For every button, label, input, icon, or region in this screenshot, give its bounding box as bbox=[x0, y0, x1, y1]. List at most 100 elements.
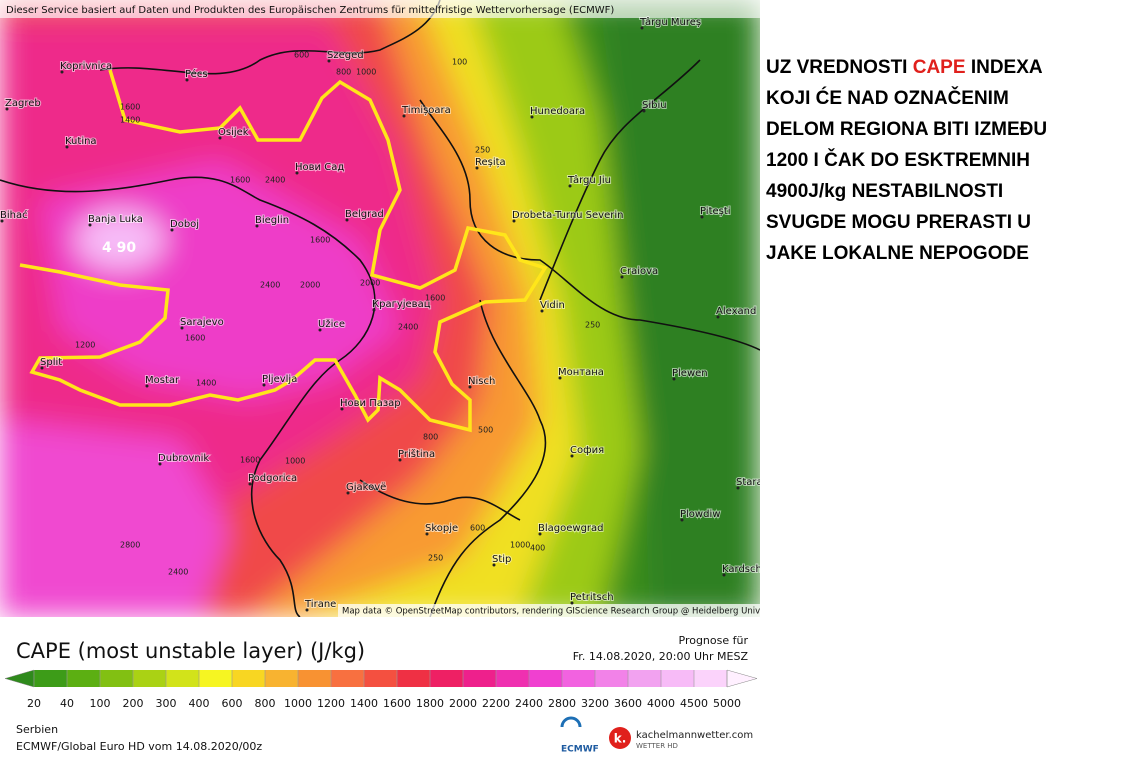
colorbar-tick-label: 4500 bbox=[680, 697, 708, 710]
contour-label: 1000 bbox=[510, 541, 530, 550]
city-label: Mostar bbox=[145, 375, 180, 386]
city-dot bbox=[736, 486, 740, 490]
city-label: Stip bbox=[492, 554, 511, 565]
notice-band bbox=[0, 0, 760, 18]
colorbar-segment bbox=[496, 670, 529, 687]
borders bbox=[0, 0, 760, 617]
city-label: Kutina bbox=[65, 136, 97, 147]
city-label: Kardsch bbox=[722, 564, 760, 575]
model-run: ECMWF/Global Euro HD vom 14.08.2020/00z bbox=[16, 740, 262, 753]
contour-label: 100 bbox=[452, 58, 467, 67]
contour-label: 250 bbox=[428, 554, 443, 563]
city-dot bbox=[538, 532, 542, 536]
contour-label: 1600 bbox=[230, 176, 250, 185]
annotation-line: JAKE LOKALNE NEPOGODE bbox=[766, 243, 1029, 264]
legend: CAPE (most unstable layer) (J/kg) Progno… bbox=[4, 634, 758, 755]
colorbar-segment bbox=[529, 670, 562, 687]
colorbar-segment bbox=[562, 670, 595, 687]
contour-label: 1600 bbox=[240, 456, 260, 465]
attribution-band bbox=[338, 604, 760, 617]
legend-title: CAPE (most unstable layer) (J/kg) bbox=[16, 639, 365, 663]
city-label: Koprivnica bbox=[60, 61, 112, 72]
attribution: Map data © OpenStreetMap contributors, r… bbox=[342, 607, 760, 617]
ecmwf-logo bbox=[560, 716, 582, 728]
city-label: Split bbox=[40, 357, 62, 368]
colorbar-segment bbox=[331, 670, 364, 687]
city-dot bbox=[620, 275, 624, 279]
colorbar-segment bbox=[265, 670, 298, 687]
city-label: Osijek bbox=[218, 127, 249, 138]
city-label: София bbox=[570, 445, 604, 456]
region: Serbien bbox=[16, 723, 58, 736]
city-dot bbox=[185, 78, 189, 82]
contour-label: 800 bbox=[423, 433, 438, 442]
city-label: Zagreb bbox=[5, 98, 41, 109]
colorbar-segment bbox=[694, 670, 727, 687]
city-dot bbox=[346, 491, 350, 495]
city-dot bbox=[262, 383, 266, 387]
city-label: Bihać bbox=[0, 209, 28, 221]
city-label: Hunedoara bbox=[530, 106, 585, 117]
annotation-line: UZ VREDNOSTI CAPE INDEXA bbox=[766, 52, 1047, 83]
city-label: Szeged bbox=[327, 50, 364, 61]
city-label: Drobeta-Turnu Severin bbox=[512, 210, 623, 221]
city-label: Skopje bbox=[425, 523, 458, 534]
colorbar-tick-label: 40 bbox=[60, 697, 74, 710]
contour-label: 2400 bbox=[398, 323, 418, 332]
contour-label: 2400 bbox=[260, 281, 280, 290]
contour-label: 2000 bbox=[300, 281, 320, 290]
city-dot bbox=[145, 384, 149, 388]
kachelmann-logo bbox=[609, 727, 631, 749]
colorbar-tick-label: 2200 bbox=[482, 697, 510, 710]
colorbar-tick-label: 2800 bbox=[548, 697, 576, 710]
colorbar-tick-label: 1000 bbox=[284, 697, 312, 710]
contour-label: 1000 bbox=[356, 68, 376, 77]
city-dot bbox=[558, 376, 562, 380]
city-dot bbox=[60, 70, 64, 74]
city-dot bbox=[568, 184, 572, 188]
forecast-label: Prognose für bbox=[679, 634, 749, 647]
colorbar-segment bbox=[430, 670, 463, 687]
highlighted-region bbox=[19, 69, 548, 433]
city-dot bbox=[372, 308, 376, 312]
city-dot bbox=[248, 482, 252, 486]
contour-label: 600 bbox=[294, 51, 309, 60]
city-label: Gjakovë bbox=[346, 482, 386, 493]
colorbar-tick-label: 300 bbox=[156, 697, 177, 710]
colorbar-tick-label: 800 bbox=[255, 697, 276, 710]
annotation-highlight: CAPE bbox=[912, 57, 966, 78]
city-label: Vidin bbox=[540, 300, 565, 311]
city-label: Craiova bbox=[620, 266, 658, 277]
city-label: Plewen bbox=[672, 368, 708, 379]
annotation-line: DELOM REGIONA BITI IZMEĐU bbox=[766, 119, 1048, 140]
city-dot bbox=[640, 26, 644, 30]
city-dot bbox=[327, 59, 331, 63]
city-dot bbox=[570, 454, 574, 458]
city-label: Pitești bbox=[700, 206, 731, 217]
site-sub: WETTER HD bbox=[636, 742, 678, 750]
city-label: Dubrovnik bbox=[158, 453, 209, 464]
city-dot bbox=[492, 563, 496, 567]
colorbar-tick-label: 5000 bbox=[713, 697, 741, 710]
contour-label: 1400 bbox=[196, 379, 216, 388]
city-label: Plowdiw bbox=[680, 509, 720, 520]
contour-label: 2000 bbox=[360, 279, 380, 288]
city-label: Крагујевац bbox=[372, 298, 431, 310]
city-dot bbox=[468, 385, 472, 389]
contour-label: 400 bbox=[530, 544, 545, 553]
city-dot bbox=[672, 377, 676, 381]
city-dot bbox=[722, 573, 726, 577]
colorbar-segment bbox=[628, 670, 661, 687]
contour-label: 250 bbox=[585, 321, 600, 330]
city-dot bbox=[318, 328, 322, 332]
city-dot bbox=[218, 136, 222, 140]
colorbar-segment bbox=[67, 670, 100, 687]
colorbar-tick-label: 3200 bbox=[581, 697, 609, 710]
colorbar-segment bbox=[133, 670, 166, 687]
colorbar-segment bbox=[100, 670, 133, 687]
city-dot bbox=[345, 218, 349, 222]
contour-label: 500 bbox=[478, 426, 493, 435]
ecmwf-label: ECMWF bbox=[561, 745, 599, 755]
city-dot bbox=[475, 166, 479, 170]
city-dot bbox=[158, 462, 162, 466]
